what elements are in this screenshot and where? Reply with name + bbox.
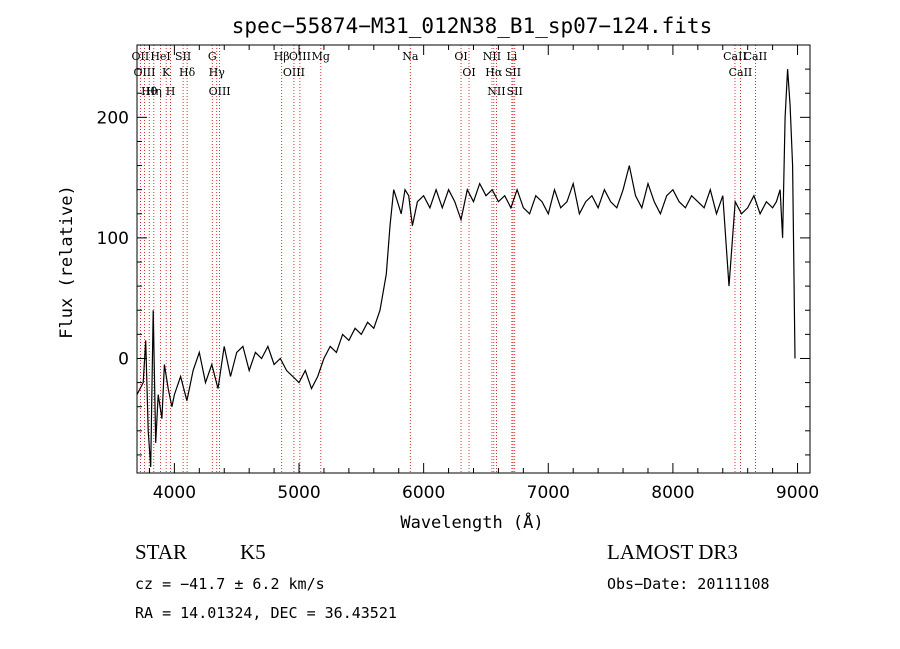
x-tick-label-2: 6000: [402, 483, 445, 503]
line-label-25: CaII: [723, 50, 747, 63]
redshift-cz: cz = −41.7 ± 6.2 km/s: [135, 575, 325, 593]
line-label-0: Hθ: [141, 85, 158, 98]
object-subclass: K5: [240, 540, 266, 564]
x-tick-label-1: 5000: [277, 483, 320, 503]
y-tick-label-1: 100: [97, 229, 129, 249]
x-axis-label: Wavelength (Å): [400, 511, 543, 533]
line-label-13: OIII: [283, 66, 305, 79]
line-label-15: Mg: [312, 50, 330, 63]
x-tick-label-4: 8000: [651, 483, 694, 503]
observation-date: Obs−Date: 20111108: [607, 575, 770, 593]
line-label-9: OIII: [209, 85, 231, 98]
line-label-10: Hγ: [209, 66, 226, 79]
y-tick-label-2: 200: [97, 108, 129, 128]
line-label-24: Li: [506, 50, 517, 63]
y-tick-label-0: 0: [118, 349, 129, 369]
axis-ticks: 4000 5000 6000 7000 8000 9000 0 100 200: [97, 44, 819, 503]
survey-name: LAMOST DR3: [607, 540, 738, 564]
line-label-7: Hδ: [179, 66, 196, 79]
line-label-20: NII: [483, 50, 501, 63]
x-tick-label-3: 7000: [527, 483, 570, 503]
plot-frame: [136, 44, 811, 474]
coordinates-ra-dec: RA = 14.01324, DEC = 36.43521: [135, 604, 397, 622]
line-label-4: H: [166, 85, 176, 98]
line-label-22: SII: [505, 66, 521, 79]
y-axis-label: Flux (relative): [57, 185, 77, 339]
line-label-12: Hβ: [274, 50, 290, 63]
line-label-17: OI: [454, 50, 467, 63]
line-label-16: Na: [402, 50, 419, 63]
line-label-11: G: [208, 50, 217, 63]
line-label-14: OIII: [289, 50, 311, 63]
line-label-6: Hη: [146, 85, 162, 98]
spectrum-series-line: [136, 69, 796, 468]
line-label-5: HeI: [150, 50, 170, 63]
emission-line-markers: [139, 45, 756, 473]
line-label-3: K: [162, 66, 171, 79]
chart-title: spec−55874−M31_012N38_B1_sp07−124.fits: [232, 14, 712, 38]
line-label-18: OI: [462, 66, 475, 79]
line-label-19: Hα: [485, 66, 503, 79]
object-class: STAR: [135, 540, 187, 564]
line-label-1: OII: [132, 50, 150, 63]
line-label-26: CaII: [729, 66, 753, 79]
line-label-23: SII: [507, 85, 523, 98]
x-tick-label-5: 9000: [776, 483, 819, 503]
x-tick-label-0: 4000: [153, 483, 196, 503]
line-label-8: SII: [175, 50, 191, 63]
line-label-27: CaII: [744, 50, 768, 63]
line-label-21: NII: [487, 85, 505, 98]
